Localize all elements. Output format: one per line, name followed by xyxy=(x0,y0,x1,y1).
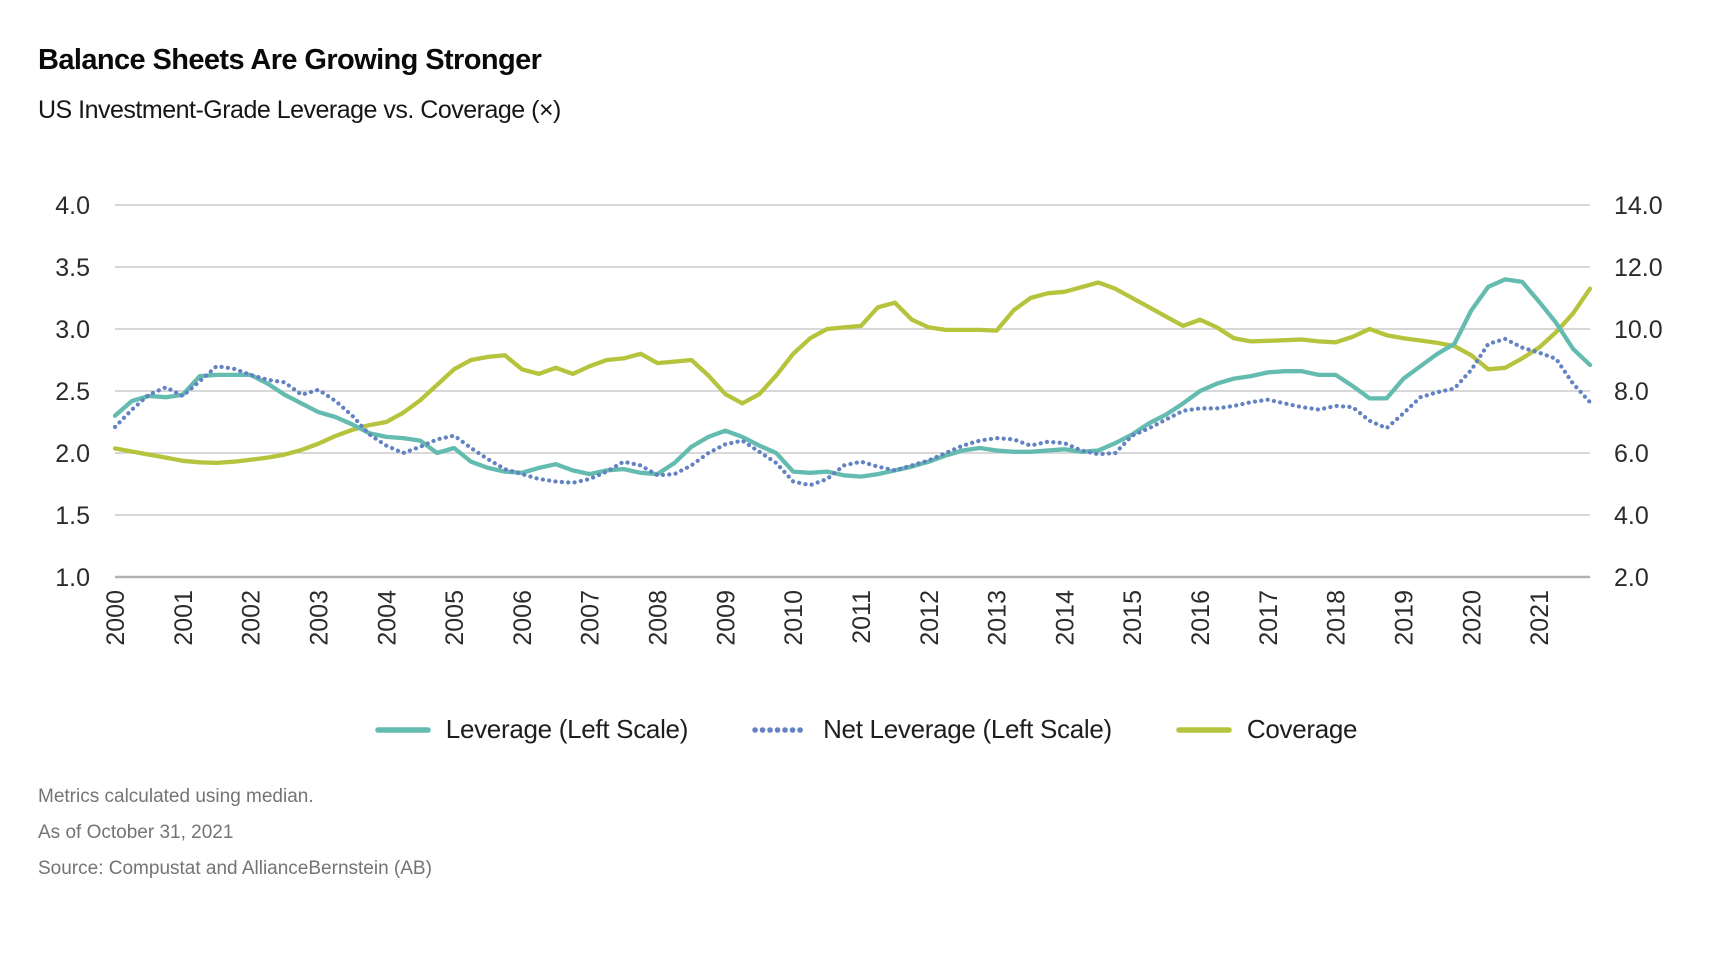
page-subtitle: US Investment-Grade Leverage vs. Coverag… xyxy=(38,96,561,124)
legend-item-leverage: Leverage (Left Scale) xyxy=(375,714,688,745)
line-chart: 4.0 14.0 3.5 12.0 3.0 10.0 2.5 8.0 2.0 6.0 1.5 4.0 1… xyxy=(55,192,1663,646)
x-axis-year-label: 2013 xyxy=(984,590,1012,646)
legend: Leverage (Left Scale) Net Leverage (Left… xyxy=(0,714,1732,745)
right-axis-tick: 10.0 xyxy=(1614,316,1663,344)
x-axis-year-label: 2005 xyxy=(441,590,469,646)
right-axis-tick: 2.0 xyxy=(1614,564,1649,592)
x-axis-year-label: 2003 xyxy=(305,590,333,646)
x-axis-year-label: 2004 xyxy=(373,590,401,646)
page-title: Balance Sheets Are Growing Stronger xyxy=(38,44,542,76)
x-axis-year-label: 2020 xyxy=(1458,590,1486,646)
legend-item-net-leverage: Net Leverage (Left Scale) xyxy=(752,714,1112,745)
net-leverage-dotted-swatch-icon xyxy=(752,724,808,736)
series-coverage xyxy=(112,280,1593,466)
right-axis-tick: 14.0 xyxy=(1614,192,1663,220)
left-axis-tick: 3.5 xyxy=(55,254,90,282)
legend-label: Coverage xyxy=(1246,714,1358,744)
left-axis-tick: 4.0 xyxy=(55,192,90,220)
x-axis-year-label: 2010 xyxy=(780,590,808,646)
x-axis-year-label: 2019 xyxy=(1391,590,1419,646)
x-axis-year-label: 2017 xyxy=(1255,590,1283,646)
x-axis-year-label: 2021 xyxy=(1526,590,1554,646)
chart-area: 4.0 14.0 3.5 12.0 3.0 10.0 2.5 8.0 2.0 6.0 1.5 4.0 1… xyxy=(0,158,1732,668)
x-axis-year-label: 2016 xyxy=(1187,590,1215,646)
left-axis-tick: 3.0 xyxy=(55,316,90,344)
x-axis-year-label: 2015 xyxy=(1119,590,1147,646)
legend-label: Leverage (Left Scale) xyxy=(445,714,689,744)
left-axis-tick: 2.5 xyxy=(55,378,90,406)
x-axis-year-label: 2011 xyxy=(848,590,876,644)
left-axis-tick: 1.5 xyxy=(55,502,90,530)
legend-item-coverage: Coverage xyxy=(1176,714,1358,745)
x-axis-year-label: 2012 xyxy=(916,590,944,646)
x-axis-year-label: 2007 xyxy=(577,590,605,646)
footnotes: Metrics calculated using median. As of O… xyxy=(38,786,432,894)
legend-label: Net Leverage (Left Scale) xyxy=(823,714,1112,744)
series-net-leverage-left-scale xyxy=(112,336,1593,488)
x-axis-year-label: 2009 xyxy=(712,590,740,646)
right-axis-tick: 6.0 xyxy=(1614,440,1649,468)
x-axis-year-label: 2001 xyxy=(170,590,198,646)
right-axis-tick: 12.0 xyxy=(1614,254,1663,282)
footnote-as-of-date: As of October 31, 2021 xyxy=(38,822,234,843)
leverage-line-swatch-icon xyxy=(375,724,431,736)
coverage-line-swatch-icon xyxy=(1176,724,1232,736)
x-axis-year-label: 2002 xyxy=(238,590,266,646)
x-axis-year-label: 2000 xyxy=(102,590,130,646)
x-axis-year-label: 2018 xyxy=(1323,590,1351,646)
x-axis-year-label: 2014 xyxy=(1051,590,1079,646)
right-axis-tick: 8.0 xyxy=(1614,378,1649,406)
left-axis-tick: 1.0 xyxy=(55,564,90,592)
x-axis-year-label: 2008 xyxy=(645,590,673,646)
footnote-metrics: Metrics calculated using median. xyxy=(38,786,314,807)
left-axis-tick: 2.0 xyxy=(55,440,90,468)
x-axis-year-label: 2006 xyxy=(509,590,537,646)
right-axis-tick: 4.0 xyxy=(1614,502,1649,530)
footnote-source: Source: Compustat and AllianceBernstein … xyxy=(38,858,432,879)
series-leverage-left-scale xyxy=(112,277,1593,479)
